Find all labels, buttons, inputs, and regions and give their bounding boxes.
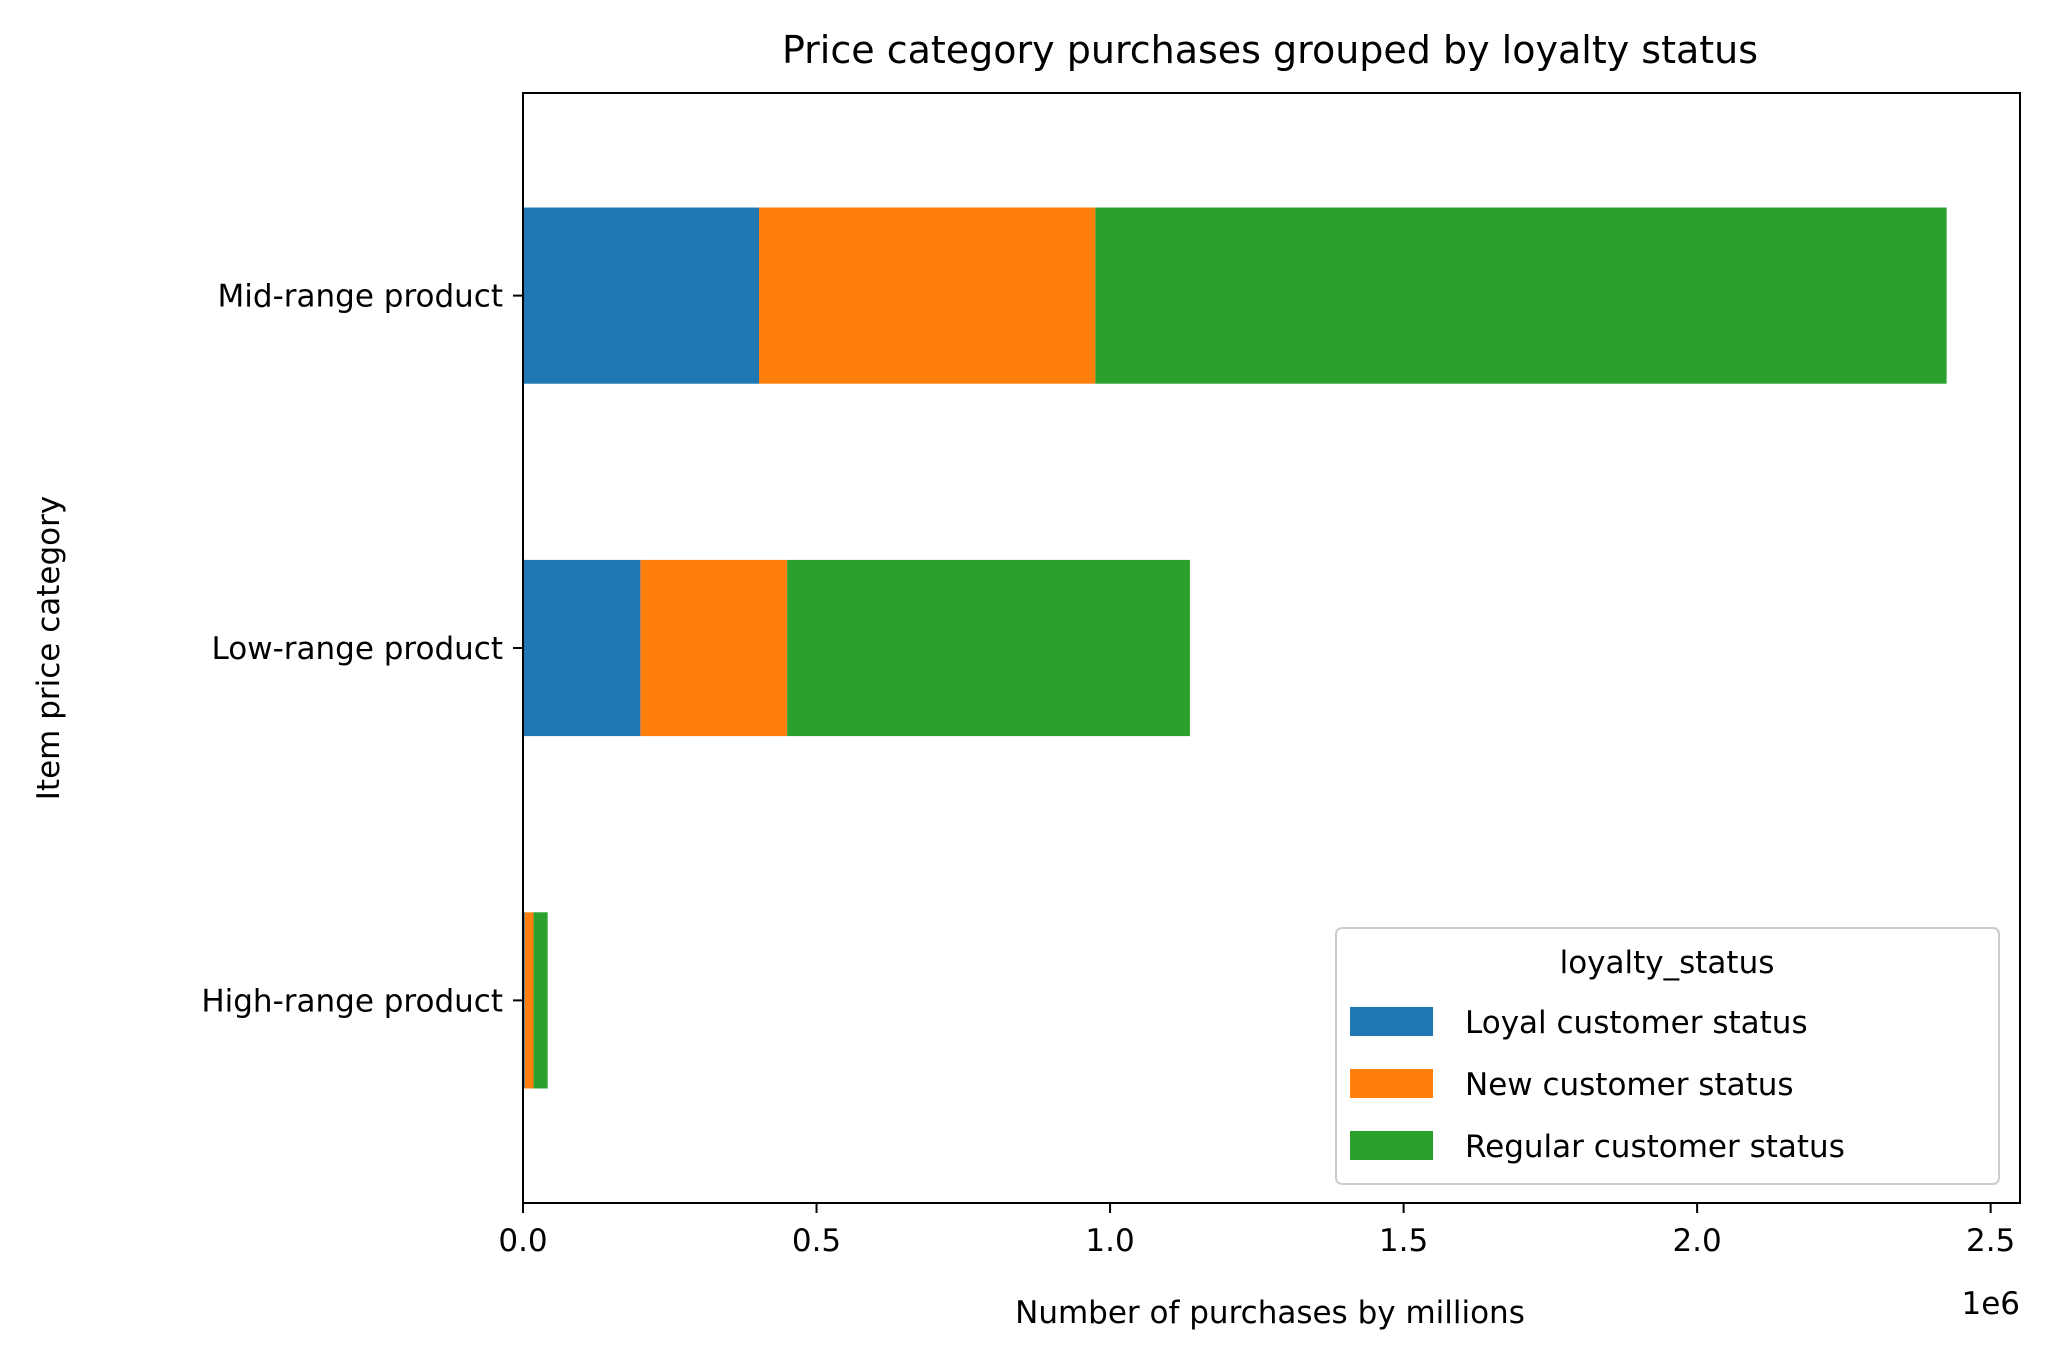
x-tick-label-4: 1.5 (1379, 1223, 1428, 1259)
y-tick-label-1: High-range product (201, 983, 503, 1019)
bar-2-2 (640, 559, 788, 737)
x-ticks-layer: 0.0 0.5 1.0 1.5 2.0 2.5 (498, 1203, 2015, 1259)
legend-box (1335, 927, 2000, 1185)
y-tick-label-3: Mid-range product (218, 279, 503, 315)
x-tick-label-3: 1.0 (1085, 1223, 1134, 1259)
legend-label-1: Loyal customer status (1465, 1005, 1808, 1041)
bar-3-1 (533, 912, 548, 1089)
x-tick-label-1: 0.0 (498, 1223, 547, 1259)
legend-swatch-3 (1350, 1131, 1433, 1160)
bar-3-2 (787, 559, 1190, 737)
legend-label-3: Regular customer status (1465, 1129, 1845, 1165)
x-tick-label-5: 2.0 (1672, 1223, 1721, 1259)
y-ticks-layer: High-range product Low-range product Mid-r… (201, 279, 523, 1019)
legend-title: loyalty_status (1560, 945, 1775, 981)
x-tick-label-6: 2.5 (1966, 1223, 2015, 1259)
legend-label-2: New customer status (1465, 1067, 1794, 1103)
y-axis-label: Item price category (31, 496, 67, 800)
x-axis-label: Number of purchases by millions (1015, 1295, 1525, 1331)
legend-swatch-2 (1350, 1069, 1433, 1098)
legend: loyalty_status Loyal customer status New … (1335, 927, 2000, 1185)
bars-layer (523, 207, 1947, 1089)
bar-1-2 (523, 559, 641, 737)
chart-title: Price category purchases grouped by loya… (782, 28, 1758, 72)
bar-3-3 (1095, 207, 1947, 384)
legend-swatch-1 (1350, 1007, 1433, 1036)
bar-2-1 (524, 912, 534, 1089)
bar-2-3 (758, 207, 1096, 384)
legend-items: Loyal customer status New customer status… (1350, 1005, 1845, 1165)
x-axis-offset-label: 1e6 (1961, 1286, 2020, 1322)
x-tick-label-2: 0.5 (792, 1223, 841, 1259)
y-tick-label-2: Low-range product (212, 631, 503, 667)
bar-1-3 (523, 207, 759, 384)
